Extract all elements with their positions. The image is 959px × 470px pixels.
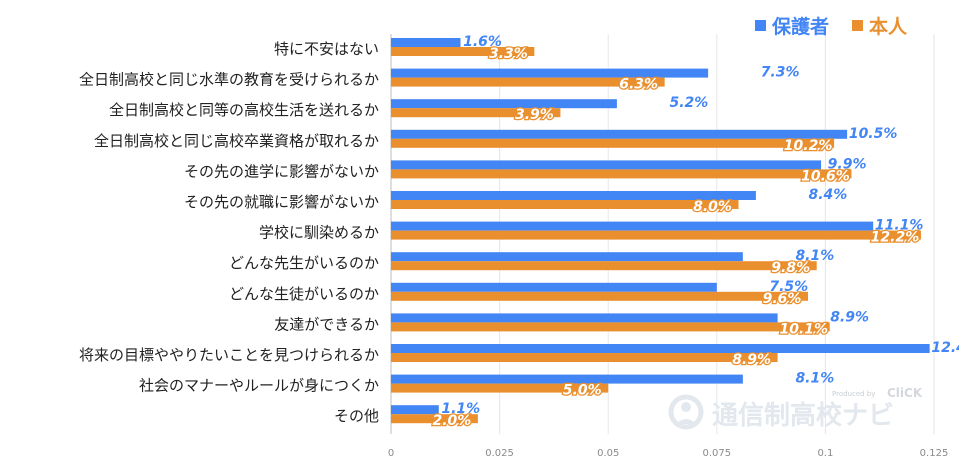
category-label: その他 bbox=[334, 407, 379, 425]
data-label-guardian: 12.4% bbox=[931, 340, 959, 356]
category-label: その先の進学に影響がないか bbox=[184, 162, 379, 180]
data-label-student: 3.3% bbox=[489, 46, 528, 62]
legend-label-student: 本人 bbox=[869, 15, 908, 38]
bar-guardian bbox=[391, 129, 848, 139]
data-label-student: 6.3% bbox=[619, 77, 658, 93]
data-label-student: 9.6% bbox=[763, 291, 802, 307]
category-label: 学校に馴染めるか bbox=[259, 224, 379, 242]
bar-guardian bbox=[391, 374, 743, 384]
category-label: 全日制高校と同等の高校生活を送れるか bbox=[109, 101, 379, 119]
data-label-student: 10.6% bbox=[801, 168, 850, 184]
bar-student bbox=[391, 77, 665, 87]
x-tick-label: 0.1 bbox=[817, 448, 833, 459]
data-label-student: 8.9% bbox=[732, 352, 771, 368]
data-label-student: 12.2% bbox=[871, 230, 920, 246]
x-axis-ticks: 0 0.025 0.05 0.075 0.1 0.125 bbox=[388, 448, 949, 459]
data-label-guardian: 9.9% bbox=[828, 156, 867, 172]
watermark: Produced by CliCK 通信制高校ナビ bbox=[668, 386, 923, 431]
category-labels: 特に不安はない全日制高校と同じ水準の教育を受けられるか全日制高校と同等の高校生活… bbox=[79, 40, 379, 425]
bar-guardian bbox=[391, 191, 756, 200]
data-label-student: 8.0% bbox=[693, 199, 732, 215]
data-label-guardian: 8.4% bbox=[808, 187, 847, 203]
bar-student bbox=[391, 322, 830, 332]
bar-guardian bbox=[391, 344, 930, 353]
bar-student bbox=[391, 291, 809, 301]
bar-student bbox=[391, 200, 739, 209]
bar-student bbox=[391, 108, 561, 118]
data-label-student: 3.9% bbox=[515, 107, 554, 123]
legend-label-guardian: 保護者 bbox=[771, 15, 829, 38]
bar-student bbox=[391, 169, 852, 179]
category-label: 全日制高校と同じ水準の教育を受けられるか bbox=[79, 71, 379, 89]
bar-guardian bbox=[391, 313, 778, 323]
bar-student bbox=[391, 383, 609, 393]
data-label-guardian: 8.1% bbox=[795, 248, 834, 264]
data-labels: 1.6%3.3%7.3%6.3%5.2%3.9%10.5%10.2%9.9%10… bbox=[431, 34, 959, 431]
data-label-guardian: 7.3% bbox=[761, 65, 800, 81]
category-label: 全日制高校と同じ高校卒業資格が取れるか bbox=[94, 132, 379, 150]
bar-guardian bbox=[391, 68, 709, 78]
category-label: 将来の目標ややりたいことを見つけられるか bbox=[79, 346, 379, 364]
category-label: どんな生徒がいるのか bbox=[229, 285, 379, 303]
data-label-guardian: 8.9% bbox=[830, 309, 869, 325]
bar-guardian bbox=[391, 405, 439, 415]
x-tick-label: 0 bbox=[388, 448, 394, 459]
bar-guardian bbox=[391, 252, 743, 262]
watermark-produced-by: Produced by bbox=[832, 390, 875, 398]
data-label-guardian: 11.1% bbox=[875, 218, 924, 234]
bar-student bbox=[391, 230, 921, 240]
x-tick-label: 0.05 bbox=[597, 448, 619, 459]
bar-guardian bbox=[391, 282, 717, 292]
data-label-guardian: 5.2% bbox=[669, 95, 708, 111]
bar-guardian bbox=[391, 38, 461, 47]
category-label: 社会のマナーやルールが身につくか bbox=[139, 377, 379, 395]
bar-student bbox=[391, 47, 535, 56]
category-label: 友達ができるか bbox=[274, 315, 379, 333]
bar-guardian bbox=[391, 221, 874, 231]
bars bbox=[391, 38, 930, 424]
x-tick-label: 0.075 bbox=[702, 448, 731, 459]
legend: 保護者 本人 bbox=[755, 15, 908, 38]
x-tick-label: 0.025 bbox=[485, 448, 514, 459]
data-label-student: 10.2% bbox=[784, 138, 833, 154]
legend-swatch-guardian bbox=[755, 20, 766, 31]
bar-student bbox=[391, 261, 817, 271]
x-tick-label: 0.125 bbox=[920, 448, 949, 459]
bar-student bbox=[391, 138, 835, 148]
data-label-guardian: 1.1% bbox=[441, 401, 480, 417]
bar-guardian bbox=[391, 99, 617, 109]
bar-student bbox=[391, 353, 778, 362]
data-label-student: 2.0% bbox=[432, 413, 471, 429]
data-label-student: 9.8% bbox=[771, 260, 810, 276]
category-label: 特に不安はない bbox=[274, 40, 379, 58]
data-label-guardian: 10.5% bbox=[849, 126, 898, 142]
bar-guardian bbox=[391, 160, 822, 170]
data-label-guardian: 7.5% bbox=[769, 279, 808, 295]
category-label: その先の就職に影響がないか bbox=[184, 193, 379, 211]
bar-student bbox=[391, 414, 478, 424]
watermark-click-logo: CliCK bbox=[887, 386, 923, 400]
watermark-brand: 通信制高校ナビ bbox=[712, 400, 894, 431]
watermark-logo-icon bbox=[668, 394, 704, 430]
data-label-guardian: 8.1% bbox=[795, 371, 834, 387]
data-label-student: 5.0% bbox=[563, 383, 602, 399]
data-label-guardian: 1.6% bbox=[463, 34, 502, 50]
data-label-student: 10.1% bbox=[779, 321, 828, 337]
category-label: どんな先生がいるのか bbox=[229, 254, 379, 272]
legend-swatch-student bbox=[852, 20, 863, 31]
